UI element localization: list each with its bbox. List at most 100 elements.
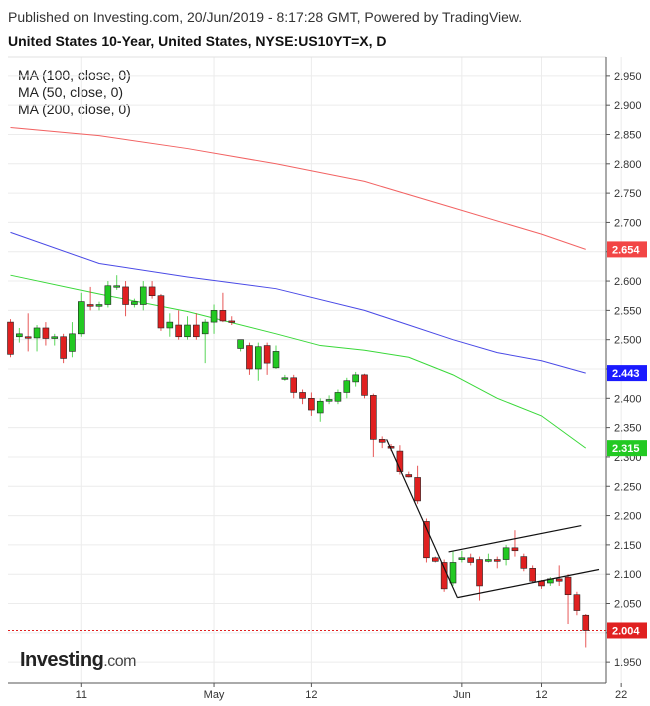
candle-body: [449, 562, 457, 584]
candle-body: [440, 562, 448, 590]
candle-body: [467, 557, 475, 563]
ma-line-0: [10, 126, 586, 250]
candle-body: [520, 556, 528, 569]
candle-body: [7, 321, 14, 355]
legend-item-ma-50[interactable]: MA (50, close, 0): [18, 84, 124, 100]
candle: [272, 345, 280, 369]
candle: [299, 389, 306, 405]
y-tick-label: 2.900: [614, 100, 642, 112]
candle-body: [95, 304, 103, 307]
candle-body: [423, 521, 430, 559]
candle-body: [78, 301, 85, 335]
candle: [78, 292, 85, 337]
candle: [431, 556, 439, 563]
candle: [184, 316, 191, 340]
candle: [237, 339, 244, 352]
price-label: 2.654: [607, 241, 647, 258]
candle: [502, 544, 510, 566]
trendline: [386, 439, 458, 598]
candle-body: [148, 286, 156, 297]
candle: [157, 293, 165, 331]
candle: [582, 614, 590, 648]
candle: [175, 310, 182, 340]
price-label-bg: [607, 365, 647, 382]
candle: [69, 322, 76, 358]
candle: [263, 342, 271, 375]
candle-body: [334, 392, 342, 402]
x-tick-label: 11: [76, 689, 87, 701]
candle: [86, 286, 94, 311]
candle-body: [16, 333, 23, 338]
candle: [352, 371, 359, 387]
candle: [290, 374, 298, 399]
candle: [493, 556, 501, 569]
price-label: 2.443: [607, 365, 647, 382]
candle: [193, 313, 200, 340]
y-tick-label: 2.550: [614, 305, 642, 317]
price-label-bg: [607, 440, 647, 457]
candle-body: [431, 557, 439, 562]
candle: [166, 313, 174, 337]
candle-body: [281, 377, 289, 380]
chart-title: United States 10-Year, United States, NY…: [8, 33, 387, 49]
candle: [33, 325, 41, 352]
candle: [139, 281, 147, 311]
candle-body: [272, 351, 280, 369]
candle-body: [69, 333, 76, 352]
price-label-text: 2.315: [612, 443, 640, 455]
y-tick-label: 2.750: [614, 188, 642, 200]
ma-line-2: [10, 274, 587, 449]
y-tick-label: 2.400: [614, 393, 642, 405]
candle-body: [493, 559, 501, 562]
candle: [210, 304, 218, 334]
candle-body: [104, 285, 112, 305]
candle-body: [343, 380, 351, 393]
candle-body: [24, 336, 32, 339]
y-tick-label: 2.800: [614, 159, 642, 171]
candle: [343, 377, 351, 399]
candle-body: [378, 439, 386, 443]
candle: [104, 281, 112, 308]
x-tick-label: 12: [535, 689, 547, 701]
candle-body: [555, 578, 563, 582]
candle-body: [157, 295, 165, 329]
x-tick-label: 12: [305, 689, 317, 701]
investing-logo[interactable]: Investing.com: [20, 649, 136, 672]
price-label-bg: [607, 622, 647, 639]
candle-body: [193, 324, 200, 338]
candle: [423, 518, 430, 563]
candle-body: [237, 339, 244, 349]
candle-body: [86, 304, 94, 307]
candle: [60, 333, 67, 364]
y-tick-label: 2.250: [614, 481, 642, 493]
candle: [246, 342, 253, 375]
candle-body: [308, 398, 315, 411]
trendline: [457, 568, 600, 599]
candle-body: [361, 374, 368, 396]
candle: [42, 322, 50, 346]
candle: [95, 301, 103, 311]
candle-body: [370, 395, 377, 440]
brand-name: Investing: [20, 649, 104, 671]
legend-item-ma-100[interactable]: MA (100, close, 0): [18, 67, 131, 83]
y-tick-label: 2.150: [614, 540, 642, 552]
candlesticks: [7, 275, 590, 648]
candle-body: [51, 336, 59, 339]
trendline: [448, 524, 582, 553]
candle-body: [529, 568, 536, 582]
trendlines: [386, 439, 600, 599]
chart-grid: [8, 56, 622, 683]
candle: [449, 550, 457, 586]
candle: [51, 333, 59, 346]
y-tick-label: 1.950: [614, 657, 642, 669]
candle: [529, 565, 536, 583]
candle: [308, 392, 315, 416]
published-info: Published on Investing.com, 20/Jun/2019 …: [8, 9, 523, 25]
candle: [228, 316, 236, 326]
candle-body: [33, 327, 41, 339]
candle-body: [175, 324, 182, 338]
candle: [370, 393, 377, 457]
candle: [122, 281, 129, 317]
candle: [485, 553, 492, 563]
